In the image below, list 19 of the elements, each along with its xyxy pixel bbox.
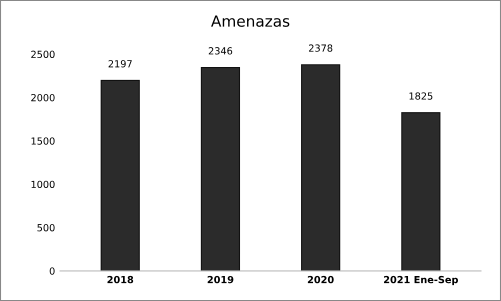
bar (100, 80, 140, 271)
bar (301, 64, 340, 271)
y-tick-label: 1000 (32, 180, 55, 188)
y-tick-label: 500 (37, 224, 55, 232)
data-label: 2378 (308, 44, 332, 52)
bar (401, 112, 440, 271)
data-label: 2346 (208, 47, 232, 55)
y-tick-label: 1500 (32, 137, 55, 145)
data-label: 1825 (410, 92, 432, 100)
y-tick-label: 2000 (31, 94, 55, 102)
data-label: 2197 (108, 60, 132, 68)
x-tick-label: 2020 (308, 276, 334, 284)
x-tick-label: 2018 (107, 276, 134, 284)
bar (200, 66, 240, 271)
y-tick-label: 0 (50, 267, 55, 275)
x-tick-label: 2021 Ene-Sep (384, 276, 458, 286)
y-tick-label: 2500 (31, 50, 55, 58)
chart-title: Amenazas (211, 16, 290, 27)
x-tick-label: 2019 (208, 276, 234, 284)
